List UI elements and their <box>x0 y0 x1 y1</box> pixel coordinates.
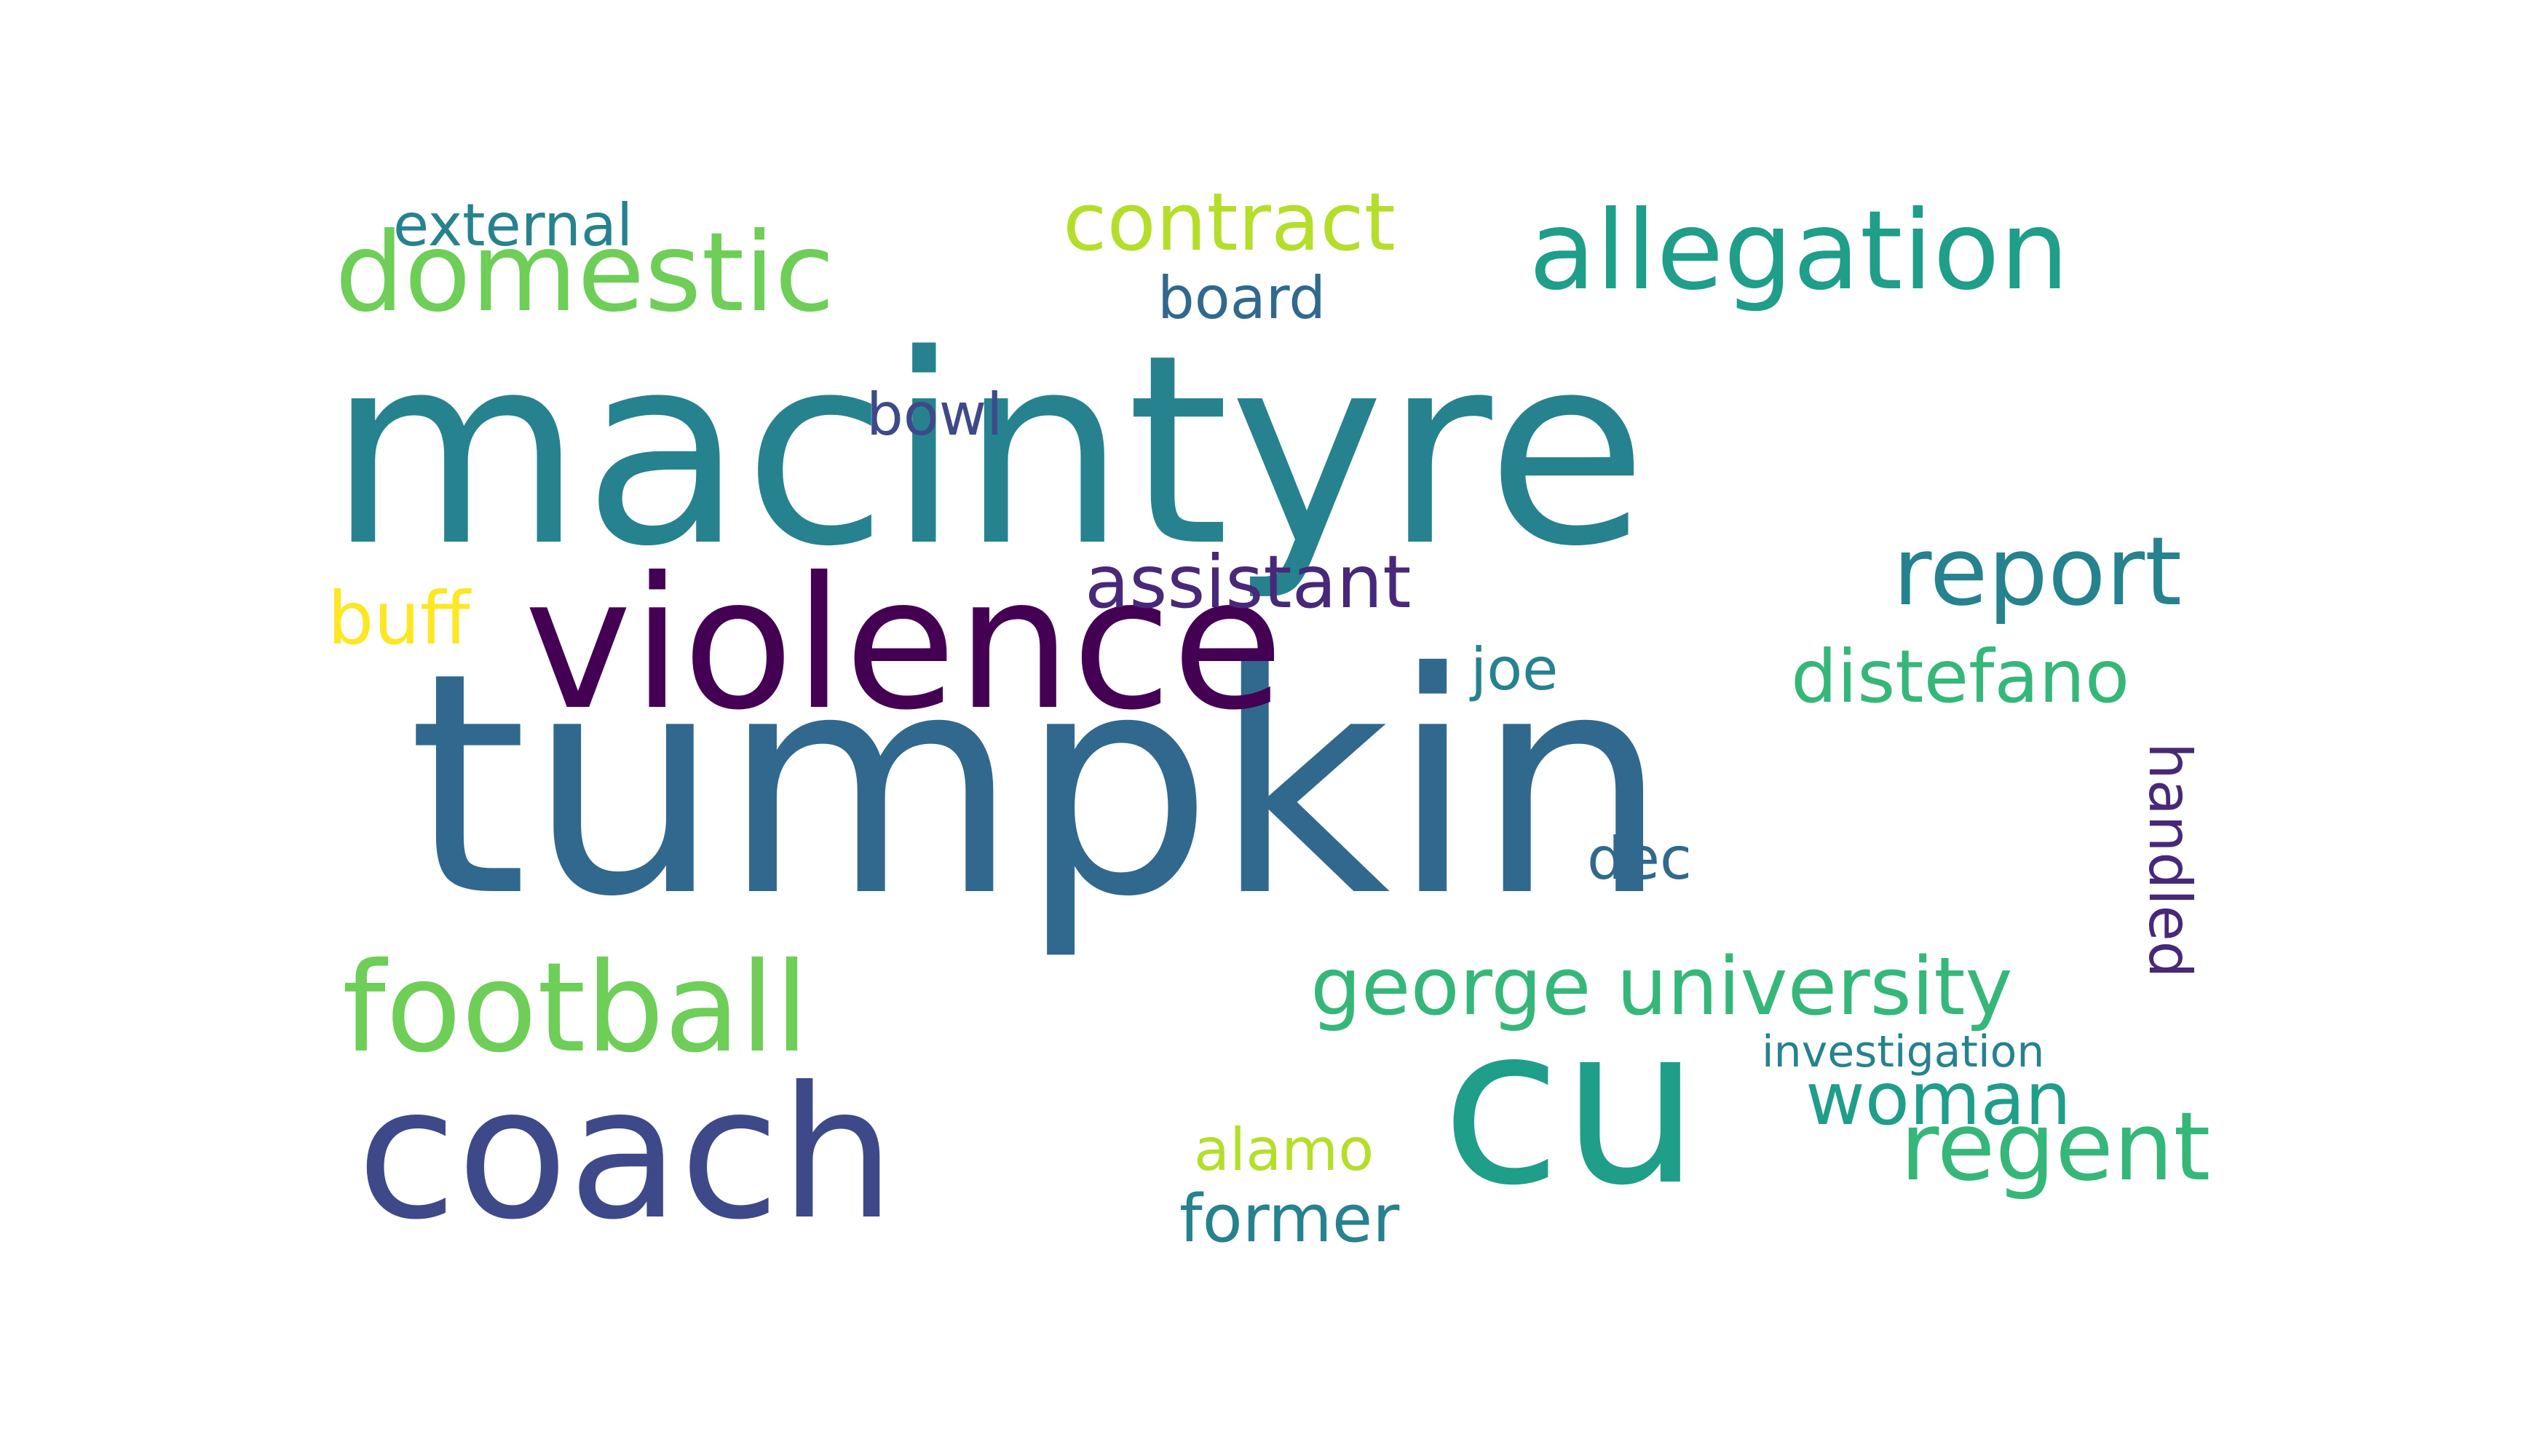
word-contract: contract <box>1063 175 1396 269</box>
word-macintyre: macintyre <box>328 298 1648 604</box>
word-allegation: allegation <box>1529 188 2070 314</box>
word-external: external <box>393 191 633 259</box>
word-george-university: george university <box>1310 940 2013 1033</box>
word-alamo: alamo <box>1194 1116 1374 1184</box>
word-domestic: domestic <box>335 210 835 336</box>
word-cu: cu <box>1441 979 1701 1233</box>
word-investigation: investigation <box>1762 1026 2045 1077</box>
word-joe: joe <box>1471 636 1559 703</box>
word-handled: handled <box>2136 743 2204 978</box>
word-buff: buff <box>328 576 470 661</box>
word-woman: woman <box>1805 1056 2072 1142</box>
word-tumpkin: tumpkin <box>408 608 1669 964</box>
word-dec: dec <box>1587 825 1692 893</box>
word-violence: violence <box>524 538 1284 750</box>
word-bowl: bowl <box>866 381 1003 448</box>
word-board: board <box>1158 264 1326 332</box>
word-football: football <box>342 936 810 1080</box>
word-report: report <box>1893 516 2183 627</box>
word-former: former <box>1179 1181 1400 1257</box>
word-assistant: assistant <box>1085 539 1412 625</box>
word-coach: coach <box>357 1048 895 1259</box>
word-regent: regent <box>1900 1091 2211 1202</box>
word-distefano: distefano <box>1791 634 2130 719</box>
